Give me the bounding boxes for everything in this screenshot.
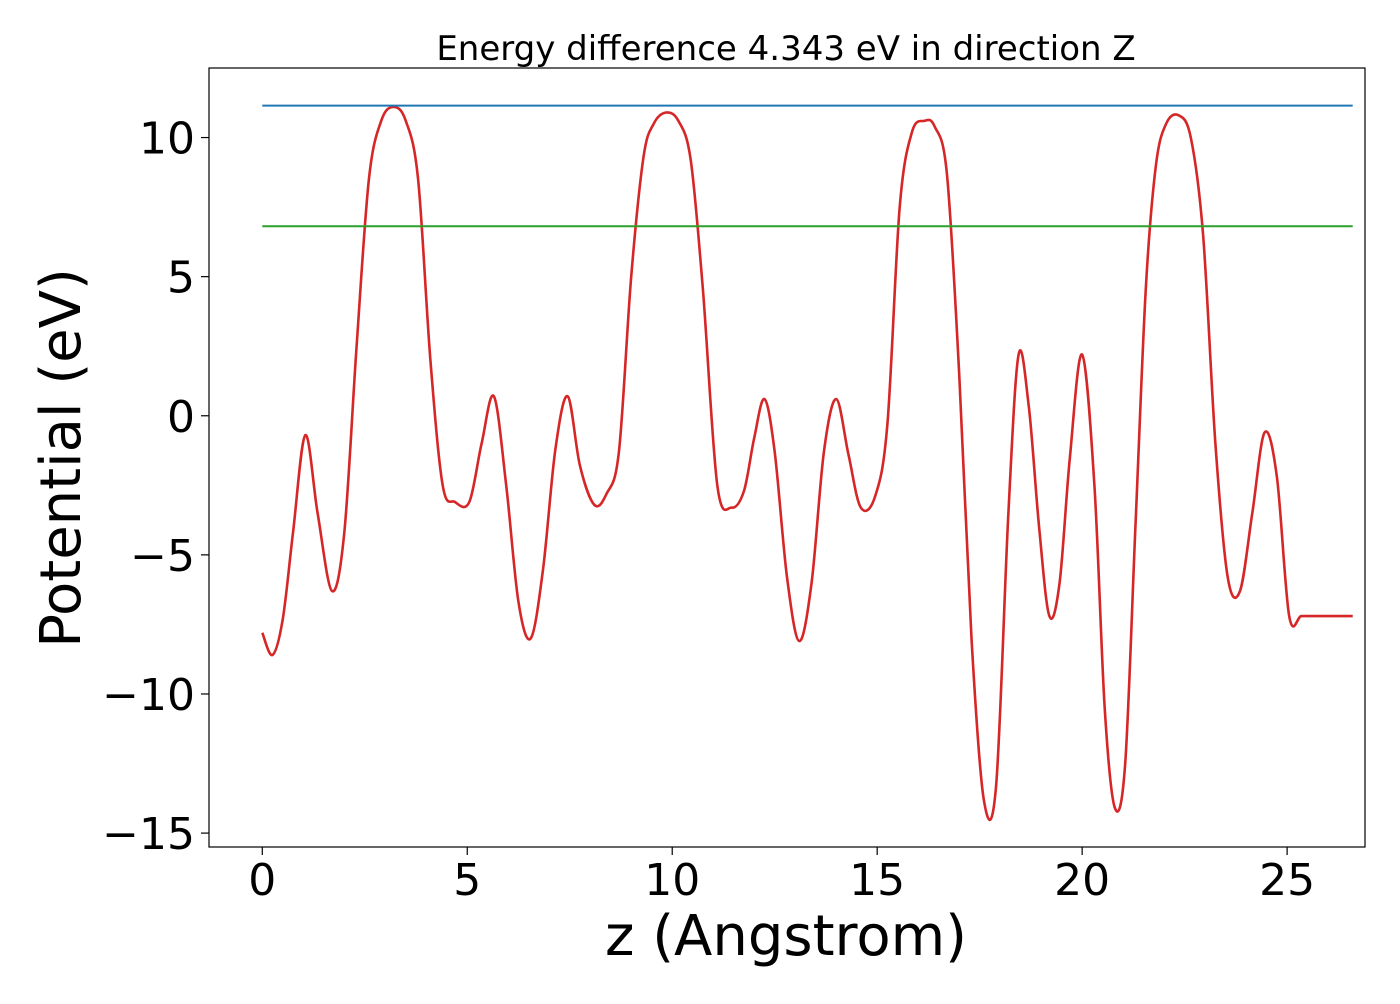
series-layer xyxy=(261,104,1353,822)
x-axis-label: z (Angstrom) xyxy=(605,904,967,969)
x-tick-label: 0 xyxy=(248,855,276,906)
y-tick-label: 10 xyxy=(139,114,195,165)
y-tick-label: −10 xyxy=(102,670,195,721)
y-tick-label: −5 xyxy=(130,531,195,582)
x-tick-label: 25 xyxy=(1259,855,1315,906)
x-ticks: 0 5 10 15 20 25 xyxy=(248,847,1315,906)
x-tick-label: 15 xyxy=(849,855,905,906)
x-tick-label: 5 xyxy=(453,855,481,906)
y-ticks: −15 −10 −5 0 5 10 xyxy=(102,114,209,860)
chart-title: Energy difference 4.343 eV in direction … xyxy=(436,29,1135,69)
plot-frame xyxy=(208,67,1366,848)
y-tick-label: 0 xyxy=(167,392,195,443)
x-tick-label: 20 xyxy=(1054,855,1110,906)
y-axis-label: Potential (eV) xyxy=(29,268,94,648)
x-tick-label: 10 xyxy=(644,855,700,906)
series-line-0 xyxy=(261,105,1353,822)
y-tick-label: 5 xyxy=(167,253,195,304)
y-tick-label: −15 xyxy=(102,809,195,860)
